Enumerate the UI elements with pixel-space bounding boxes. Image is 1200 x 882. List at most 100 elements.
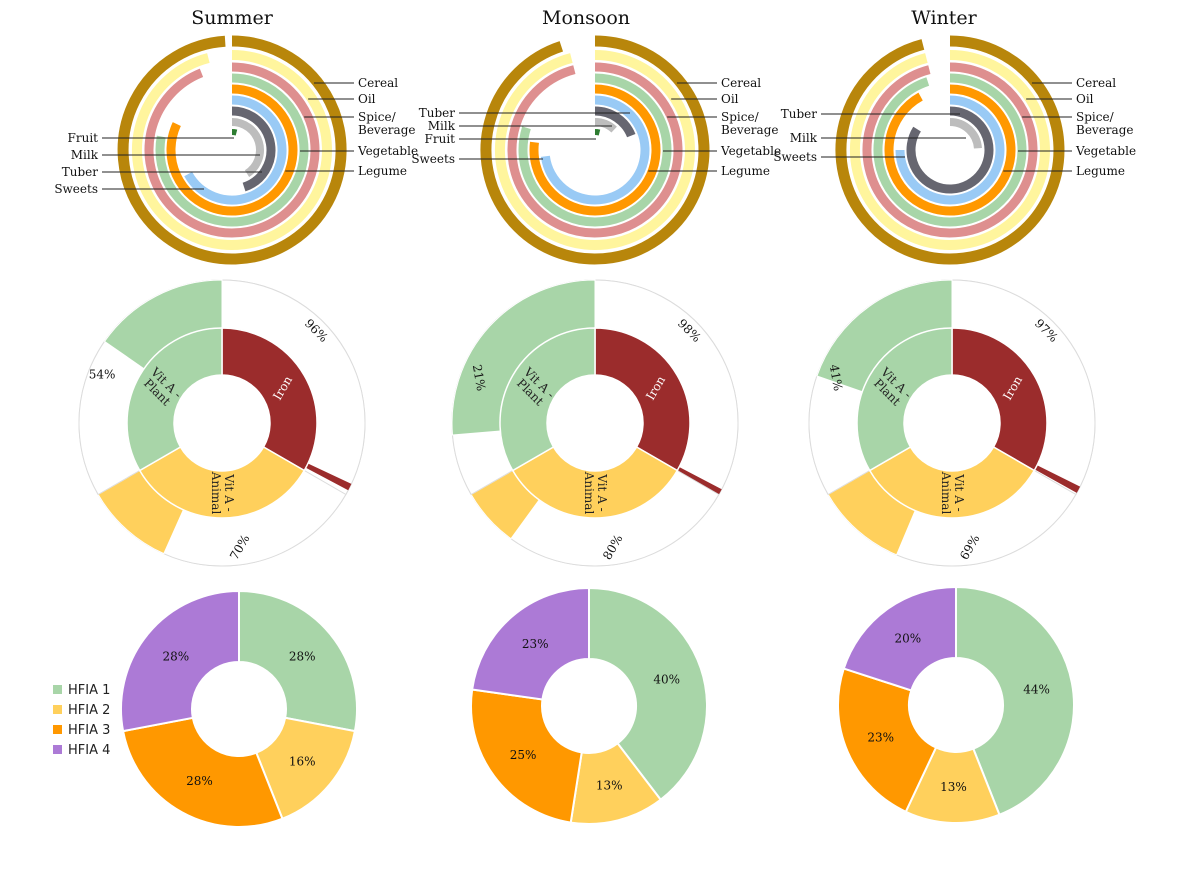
- label-spice: Spice/: [721, 110, 760, 124]
- legend-label: HFIA 3: [68, 723, 110, 738]
- hfia-donut-3: 44% 13% 23% 20%: [837, 585, 1076, 824]
- slice-hfia-1: [238, 589, 358, 733]
- slice-hfia-1: [955, 585, 1076, 817]
- inner-sector-vit-a-plant: [856, 327, 953, 472]
- slice-label-hfia-2: 16%: [289, 754, 316, 768]
- bar-cereal: [117, 35, 347, 265]
- label-spice: Spice/: [1076, 110, 1115, 124]
- label-sweets: Sweets: [411, 152, 455, 166]
- bar-milk: [949, 118, 982, 149]
- outer-mark-iron: [305, 463, 352, 491]
- slice-hfia-3: [121, 716, 284, 828]
- label-oil: Oil: [1076, 92, 1094, 106]
- label-beverage: Beverage: [721, 123, 778, 137]
- label-legume: Legume: [721, 164, 770, 178]
- radial-chart-monsoon: Monsoon Cereal Oil Spice/Beverage Vegetable L…: [411, 7, 781, 265]
- chart-title-summer: Summer: [191, 7, 274, 29]
- radial-chart-summer: Summer Cereal Oil Spice/Beverage Vegetable Le…: [54, 7, 418, 265]
- hfia-donut-2: 40% 13% 25% 23%: [470, 586, 708, 825]
- legend-swatch: [53, 725, 62, 734]
- slice-label-hfia-3: 28%: [186, 774, 213, 788]
- slice-label-hfia-1: 40%: [653, 673, 680, 687]
- legend-label: HFIA 2: [68, 703, 110, 718]
- inner-sector-iron: [951, 327, 1048, 472]
- label-sweets: Sweets: [54, 182, 98, 196]
- pct-label-vit-a-plant: 54%: [89, 367, 116, 381]
- bar-tuber: [231, 106, 276, 192]
- bar-vegetable: [518, 73, 672, 227]
- label-cereal: Cereal: [1076, 76, 1116, 90]
- slice-label-hfia-4: 28%: [162, 650, 189, 664]
- slice-hfia-3: [837, 667, 938, 814]
- label-beverage: Beverage: [358, 123, 415, 137]
- legend-swatch: [53, 685, 62, 694]
- hfia-legend: HFIA 1 HFIA 2 HFIA 3 HFIA 4: [53, 683, 110, 758]
- bar-spice-beverage: [862, 62, 1038, 238]
- legend-label: HFIA 4: [68, 743, 110, 758]
- chart-title-monsoon: Monsoon: [542, 7, 630, 29]
- bar-milk: [594, 118, 617, 133]
- label-oil: Oil: [721, 92, 739, 106]
- inner-label-vit-a-animal: Vit A -Animal: [939, 471, 966, 515]
- label-vegetable: Vegetable: [1075, 144, 1136, 158]
- label-cereal: Cereal: [721, 76, 761, 90]
- inner-sector-vit-a-animal: [138, 445, 306, 519]
- slice-label-hfia-2: 13%: [596, 778, 623, 792]
- hfia-donut-charts: 28% 16% 28% 28% 40% 13% 25% 23% 44% 13% 23% 20%: [120, 585, 1076, 828]
- legend-swatch: [53, 705, 62, 714]
- food-group-radial-charts: Summer Cereal Oil Spice/Beverage Vegetable Le…: [54, 7, 1136, 265]
- slice-hfia-1: [588, 586, 708, 802]
- label-beverage: Beverage: [1076, 123, 1133, 137]
- inner-sector-vit-a-plant: [126, 327, 223, 472]
- bar-milk: [231, 118, 264, 178]
- label-legume: Legume: [1076, 164, 1125, 178]
- slice-label-hfia-1: 28%: [289, 650, 316, 664]
- slice-hfia-4: [120, 589, 240, 733]
- label-tuber: Tuber: [781, 107, 818, 121]
- slice-label-hfia-2: 13%: [940, 780, 967, 794]
- bar-sweets: [895, 95, 1005, 205]
- pct-label-vit-a-plant: 41%: [827, 363, 845, 392]
- inner-sector-vit-a-animal: [511, 445, 679, 519]
- bar-vegetable: [873, 73, 1027, 227]
- label-milk: Milk: [71, 148, 99, 162]
- slice-label-hfia-3: 25%: [510, 748, 537, 762]
- radial-chart-winter: Winter Cereal Oil Spice/Beverage Vegetable Le…: [773, 7, 1136, 265]
- inner-label-vit-a-animal: Vit A -Animal: [209, 471, 236, 515]
- bar-oil: [850, 50, 1050, 250]
- legend-item-hfia-4: HFIA 4: [53, 743, 110, 758]
- slice-label-hfia-4: 20%: [894, 632, 921, 646]
- label-tuber: Tuber: [62, 165, 99, 179]
- bar-fruit: [231, 129, 238, 136]
- bar-oil: [495, 50, 695, 250]
- bar-vegetable: [155, 73, 309, 227]
- inner-sector-iron: [221, 327, 318, 472]
- bar-cereal: [480, 35, 710, 265]
- label-sweets: Sweets: [773, 150, 817, 164]
- legend-item-hfia-2: HFIA 2: [53, 703, 110, 718]
- legend-swatch: [53, 745, 62, 754]
- legend-item-hfia-3: HFIA 3: [53, 723, 110, 738]
- inner-label-vit-a-animal: Vit A -Animal: [582, 471, 609, 515]
- label-tuber: Tuber: [419, 106, 456, 120]
- bar-spice-beverage: [507, 62, 683, 238]
- hfia-donut-1: 28% 16% 28% 28%: [120, 589, 358, 828]
- slice-label-hfia-1: 44%: [1023, 683, 1050, 697]
- slice-label-hfia-4: 23%: [522, 637, 549, 651]
- label-vegetable: Vegetable: [357, 144, 418, 158]
- label-legume: Legume: [358, 164, 407, 178]
- bar-legume: [529, 84, 661, 216]
- pct-label-vit-a-plant: 21%: [470, 363, 488, 392]
- bar-tuber: [906, 106, 994, 194]
- bar-legume: [166, 84, 298, 216]
- label-cereal: Cereal: [358, 76, 398, 90]
- bar-tuber: [594, 106, 636, 138]
- chart-title-winter: Winter: [911, 7, 977, 29]
- slice-hfia-4: [842, 585, 957, 692]
- bar-cereal: [835, 35, 1065, 265]
- legend-label: HFIA 1: [68, 683, 110, 698]
- bar-legume: [884, 84, 1016, 216]
